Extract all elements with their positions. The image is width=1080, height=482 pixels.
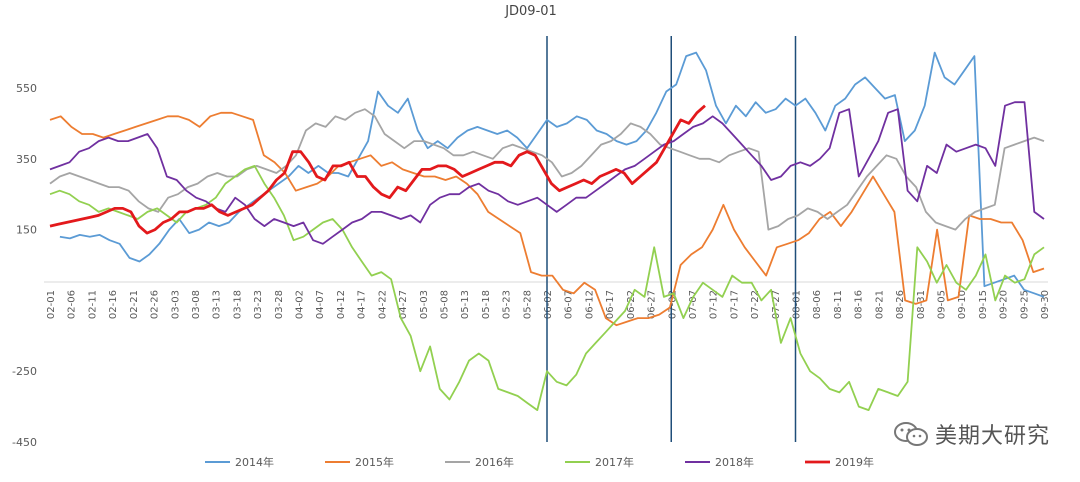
series-line — [49, 104, 706, 235]
x-tick-label: 07-22 — [750, 290, 761, 319]
x-tick-label: 04-07 — [315, 290, 326, 319]
x-tick-label: 03-23 — [253, 290, 264, 319]
y-tick-label: 350 — [16, 153, 37, 166]
x-tick-label: 06-27 — [647, 290, 658, 319]
series-line — [49, 111, 1045, 327]
y-tick-label: 550 — [16, 82, 37, 95]
x-tick-label: 07-12 — [709, 290, 720, 319]
x-tick-label: 07-07 — [688, 290, 699, 319]
legend-label: 2016年 — [475, 455, 514, 469]
x-tick-label: 08-21 — [874, 290, 885, 319]
x-tick-label: 02-06 — [67, 290, 78, 319]
x-axis-ticks: 02-01 02-06 02-11 02-16 02-21 02-26 03-03 03-08… — [46, 290, 1051, 319]
y-tick-label: -250 — [12, 365, 37, 378]
x-tick-label: 06-22 — [626, 290, 637, 319]
x-tick-label: 02-11 — [87, 290, 98, 319]
x-tick-label: 09-20 — [999, 290, 1010, 319]
x-tick-label: 05-23 — [502, 290, 513, 319]
x-tick-label: 04-17 — [357, 290, 368, 319]
x-tick-label: 09-30 — [1040, 290, 1051, 319]
x-tick-label: 06-07 — [564, 290, 575, 319]
chart-title: JD09-01 — [504, 4, 557, 19]
y-tick-label: 150 — [16, 224, 37, 237]
x-tick-label: 08-26 — [895, 290, 906, 319]
series-line — [49, 165, 1045, 411]
watermark-text: 美期大研究 — [934, 424, 1050, 449]
x-tick-label: 08-31 — [916, 290, 927, 319]
legend: 2014年 2015年 2016年 2017年 2018年 2019年 — [205, 455, 874, 469]
watermark: 美期大研究 — [893, 418, 1050, 450]
x-tick-label: 05-28 — [522, 290, 533, 319]
legend-label: 2015年 — [355, 455, 394, 469]
x-tick-label: 04-02 — [295, 290, 306, 319]
y-tick-label: -450 — [12, 436, 37, 449]
x-tick-label: 08-16 — [854, 290, 865, 319]
legend-label: 2014年 — [235, 455, 274, 469]
x-tick-label: 07-02 — [667, 290, 678, 319]
x-tick-label: 08-01 — [792, 290, 803, 319]
x-tick-label: 04-22 — [377, 290, 388, 319]
x-tick-label: 05-08 — [439, 290, 450, 319]
legend-label: 2019年 — [835, 455, 874, 469]
legend-label: 2018年 — [715, 455, 754, 469]
x-tick-label: 04-12 — [336, 290, 347, 319]
x-tick-label: 03-13 — [212, 290, 223, 319]
x-tick-label: 02-16 — [108, 290, 119, 319]
x-tick-label: 02-21 — [129, 290, 140, 319]
x-tick-label: 06-17 — [605, 290, 616, 319]
x-tick-label: 02-26 — [150, 290, 161, 319]
x-tick-label: 02-01 — [46, 290, 57, 319]
wechat-icon — [893, 421, 929, 447]
x-tick-label: 04-27 — [398, 290, 409, 319]
x-tick-label: 03-03 — [170, 290, 181, 319]
x-tick-label: 05-03 — [419, 290, 430, 319]
vertical-markers — [546, 36, 797, 442]
series-lines — [49, 51, 1045, 411]
legend-label: 2017年 — [595, 455, 634, 469]
y-axis-ticks: 550 350 150 -250 -450 — [12, 82, 37, 449]
x-tick-label: 09-15 — [978, 290, 989, 319]
series-line — [59, 51, 1045, 298]
x-tick-label: 03-28 — [274, 290, 285, 319]
x-tick-label: 05-18 — [481, 290, 492, 319]
x-tick-label: 05-13 — [460, 290, 471, 319]
x-tick-label: 08-06 — [812, 290, 823, 319]
x-tick-label: 03-08 — [191, 290, 202, 319]
x-tick-label: 09-10 — [957, 290, 968, 319]
x-tick-label: 08-11 — [833, 290, 844, 319]
series-line — [49, 108, 1045, 231]
x-tick-label: 06-12 — [584, 290, 595, 319]
x-tick-label: 03-18 — [232, 290, 243, 319]
x-tick-label: 09-25 — [1019, 290, 1030, 319]
x-tick-label: 07-17 — [729, 290, 740, 319]
x-tick-label: 09-05 — [936, 290, 947, 319]
x-tick-label: 07-27 — [771, 290, 782, 319]
x-tick-label: 06-02 — [543, 290, 554, 319]
